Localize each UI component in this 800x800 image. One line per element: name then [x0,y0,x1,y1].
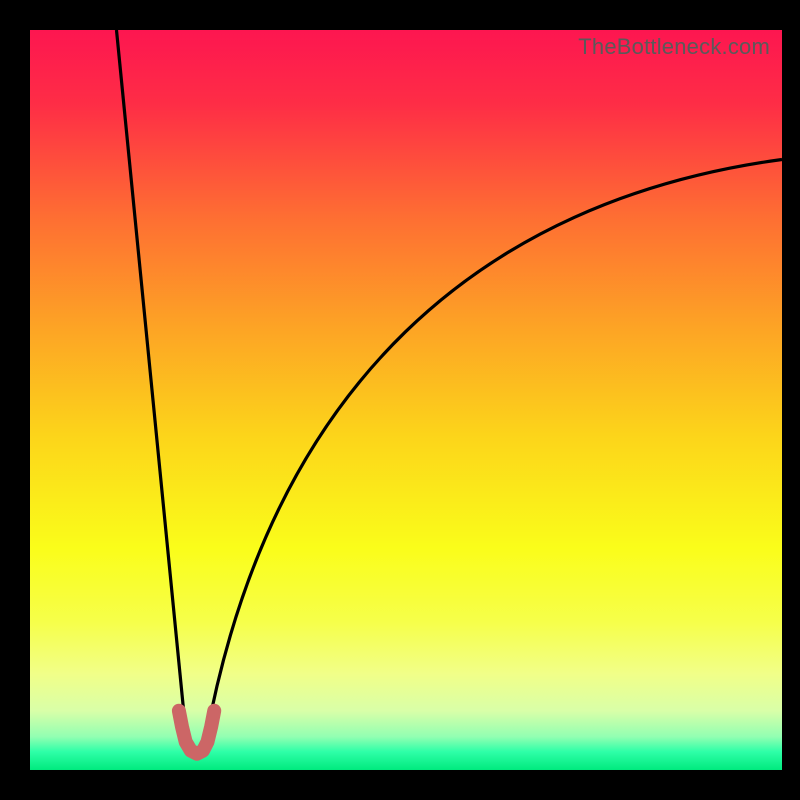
plot-area [30,30,782,770]
chart-frame: TheBottleneck.com [0,0,800,800]
gradient-background [30,30,782,770]
curve-svg [30,30,782,770]
watermark-text: TheBottleneck.com [578,34,770,60]
